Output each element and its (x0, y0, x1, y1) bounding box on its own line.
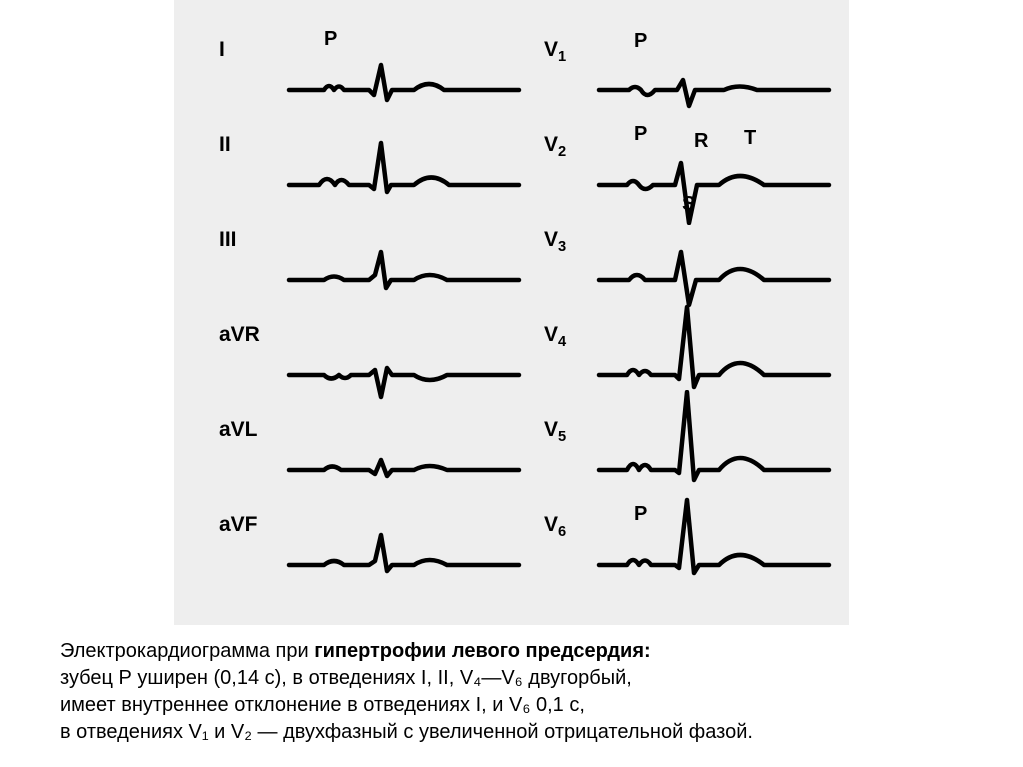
caption-line-1: Электрокардиограмма при гипертрофии лево… (60, 638, 960, 665)
lead-label-aVF: aVF (219, 513, 258, 537)
page-root: IIIIIIaVRaVLaVFV1V2V3V4V5V6PPPRTSP Элект… (0, 0, 1023, 767)
lead-label-V6: V6 (544, 513, 566, 540)
wave-annotation-P_V2: P (634, 123, 647, 146)
wave-annotation-S_V2: S (682, 193, 695, 216)
caption-line1-prefix: Электрокардиограмма при (60, 640, 314, 662)
wave-annotation-P_I: P (324, 28, 337, 51)
lead-label-I: I (219, 38, 225, 62)
lead-label-V2: V2 (544, 133, 566, 160)
lead-label-III: III (219, 228, 237, 252)
ecg-wave-aVF (284, 485, 524, 605)
wave-annotation-P_V6: P (634, 503, 647, 526)
ecg-figure-panel: IIIIIIaVRaVLaVFV1V2V3V4V5V6PPPRTSP (174, 0, 849, 625)
ecg-wave-V6 (594, 485, 834, 605)
figure-caption: Электрокардиограмма при гипертрофии лево… (60, 638, 960, 746)
wave-annotation-T_V2: T (744, 127, 756, 150)
lead-label-V1: V1 (544, 38, 566, 65)
wave-annotation-R_V2: R (694, 130, 708, 153)
caption-line-2: зубец Р уширен (0,14 с), в отведениях I,… (60, 665, 960, 692)
lead-label-aVR: aVR (219, 323, 260, 347)
caption-line-4: в отведениях V₁ и V₂ — двухфазный с увел… (60, 719, 960, 746)
lead-label-V3: V3 (544, 228, 566, 255)
caption-line1-bold: гипертрофии левого предсердия: (314, 640, 650, 662)
lead-label-V5: V5 (544, 418, 566, 445)
wave-annotation-P_V1: P (634, 30, 647, 53)
ecg-leads-grid: IIIIIIaVRaVLaVFV1V2V3V4V5V6PPPRTSP (174, 0, 849, 625)
lead-label-V4: V4 (544, 323, 566, 350)
caption-line-3: имеет внутреннее отклонение в отведениях… (60, 692, 960, 719)
lead-label-II: II (219, 133, 231, 157)
lead-label-aVL: aVL (219, 418, 258, 442)
